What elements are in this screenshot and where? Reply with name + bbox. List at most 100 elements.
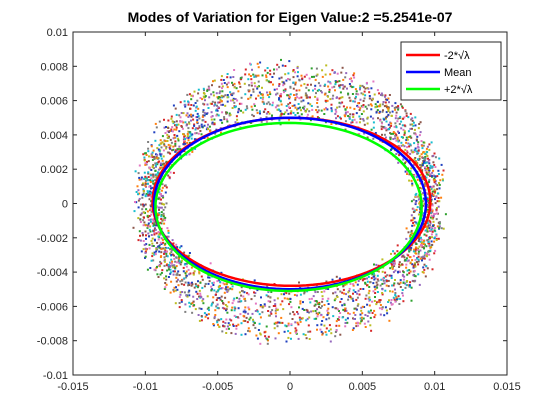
scatter-point — [177, 139, 180, 142]
scatter-point — [217, 279, 220, 282]
scatter-point — [384, 101, 387, 104]
scatter-point — [261, 98, 264, 101]
scatter-point — [388, 126, 391, 129]
scatter-point — [377, 264, 380, 267]
scatter-point — [204, 315, 207, 318]
scatter-point — [416, 146, 419, 149]
scatter-point — [423, 263, 426, 266]
scatter-point — [261, 86, 263, 89]
scatter-point — [163, 264, 166, 267]
scatter-point — [424, 162, 427, 164]
scatter-point — [367, 275, 370, 278]
scatter-point — [208, 280, 211, 283]
scatter-point — [294, 83, 297, 86]
scatter-point — [142, 192, 145, 195]
scatter-point — [218, 297, 221, 299]
scatter-point — [403, 116, 406, 119]
scatter-point — [381, 278, 384, 281]
scatter-point — [153, 155, 156, 158]
scatter-point — [420, 242, 423, 245]
scatter-point — [279, 95, 282, 98]
scatter-point — [327, 297, 330, 300]
scatter-point — [431, 171, 434, 174]
scatter-point — [220, 78, 223, 81]
scatter-point — [344, 108, 347, 111]
scatter-point — [188, 294, 191, 297]
scatter-point — [426, 198, 429, 201]
scatter-point — [345, 72, 348, 75]
scatter-point — [165, 126, 167, 128]
scatter-point — [336, 296, 339, 298]
scatter-point — [345, 293, 347, 296]
scatter-point — [197, 132, 200, 135]
scatter-point — [315, 67, 318, 70]
scatter-point — [167, 235, 170, 238]
scatter-point — [141, 232, 144, 234]
scatter-point — [413, 151, 416, 153]
scatter-point — [198, 307, 201, 310]
scatter-point — [273, 68, 275, 71]
scatter-point — [141, 234, 144, 237]
scatter-point — [178, 302, 181, 304]
scatter-point — [387, 113, 390, 116]
scatter-point — [409, 127, 412, 130]
scatter-point — [308, 338, 311, 340]
scatter-point — [380, 278, 383, 281]
y-tick-label: -0.008 — [37, 336, 68, 348]
scatter-point — [152, 220, 155, 223]
scatter-point — [189, 132, 192, 135]
scatter-point — [218, 287, 221, 290]
scatter-point — [228, 324, 231, 326]
scatter-point — [305, 94, 308, 97]
scatter-point — [369, 103, 372, 106]
scatter-point — [363, 277, 366, 280]
scatter-point — [369, 281, 372, 284]
scatter-point — [339, 102, 342, 105]
scatter-point — [226, 311, 229, 314]
scatter-point — [380, 92, 383, 95]
scatter-point — [228, 124, 231, 126]
scatter-point — [163, 247, 166, 250]
scatter-point — [183, 150, 186, 153]
scatter-point — [430, 141, 433, 144]
scatter-point — [250, 94, 253, 97]
scatter-point — [335, 117, 337, 120]
scatter-point — [190, 137, 193, 140]
scatter-point — [425, 176, 428, 179]
scatter-point — [160, 251, 163, 254]
scatter-point — [174, 260, 177, 263]
scatter-point — [158, 120, 161, 123]
scatter-point — [326, 309, 329, 312]
scatter-point — [390, 299, 393, 301]
scatter-point — [196, 292, 199, 295]
scatter-point — [193, 123, 196, 126]
scatter-point — [183, 103, 186, 106]
scatter-point — [396, 136, 399, 139]
scatter-point — [290, 323, 293, 326]
scatter-point — [148, 215, 151, 217]
scatter-point — [135, 201, 138, 204]
scatter-point — [413, 220, 416, 223]
scatter-point — [226, 325, 229, 328]
scatter-point — [322, 316, 325, 319]
scatter-point — [161, 194, 164, 197]
scatter-point — [388, 101, 390, 104]
scatter-point — [321, 75, 324, 78]
scatter-point — [431, 227, 434, 230]
scatter-point — [385, 111, 388, 114]
scatter-point — [356, 304, 359, 307]
scatter-point — [434, 175, 437, 178]
scatter-point — [352, 327, 355, 330]
scatter-point — [306, 83, 309, 86]
scatter-point — [409, 281, 412, 284]
scatter-point — [392, 132, 394, 135]
scatter-point — [177, 270, 180, 273]
scatter-point — [347, 291, 350, 294]
scatter-point — [372, 117, 375, 120]
scatter-point — [148, 185, 151, 188]
scatter-point — [390, 114, 393, 117]
scatter-point — [174, 107, 177, 110]
scatter-point — [235, 315, 237, 318]
scatter-point — [232, 97, 235, 100]
scatter-point — [335, 320, 338, 323]
